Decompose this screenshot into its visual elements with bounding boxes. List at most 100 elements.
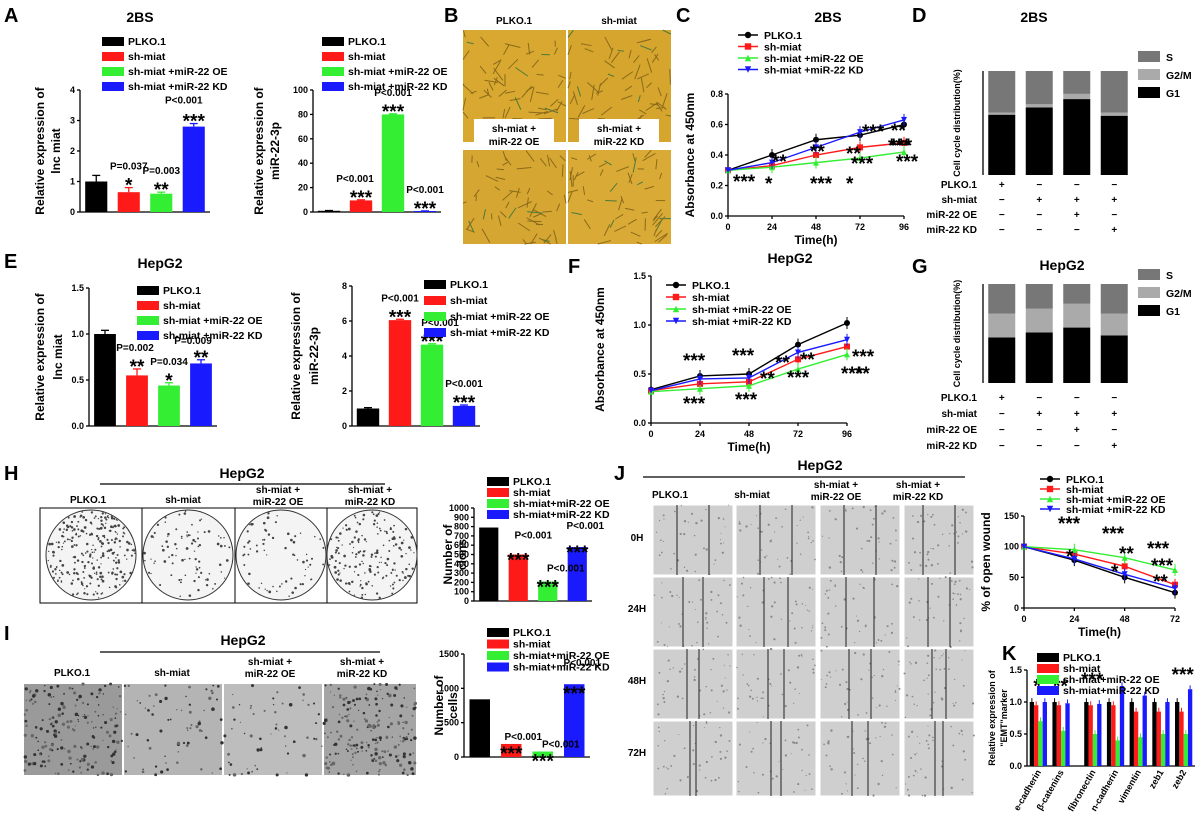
cell-speck [830, 768, 833, 771]
invading-cell [401, 740, 405, 743]
invading-cell [317, 713, 320, 716]
invading-cell [86, 703, 89, 706]
colony-dot [57, 541, 60, 544]
colony-dot [98, 527, 101, 530]
invading-cell [238, 704, 241, 706]
invading-cell [352, 744, 356, 747]
legend-swatch [1138, 287, 1160, 298]
cell-stroke [636, 241, 642, 245]
y-axis-label: lnc miat [49, 128, 63, 173]
cell-speck [934, 649, 937, 652]
significance-stars: *** [414, 199, 437, 220]
y-axis-label: lnc miat [51, 334, 65, 379]
colony-dot [271, 536, 275, 540]
y-axis-label: Cell cycle distribution(%) [952, 280, 962, 388]
y-tick-label: 1.5 [71, 283, 84, 293]
colony-dot [186, 531, 189, 533]
invading-cell [364, 719, 369, 723]
cell-speck [860, 678, 863, 681]
colony-dot [90, 548, 93, 551]
invading-cell [357, 750, 359, 753]
colony-dot [353, 514, 356, 517]
colony-dot [294, 535, 297, 538]
cell-speck [942, 653, 945, 655]
colony-dot [195, 566, 197, 568]
invading-cell [352, 763, 354, 766]
colony-dot [57, 579, 59, 582]
invading-cell [240, 772, 244, 776]
cell-speck [666, 645, 669, 647]
cell-stroke [468, 220, 475, 233]
p-value: P<0.001 [445, 379, 483, 390]
colony-dot [266, 554, 268, 556]
cell-speck [894, 529, 897, 532]
invading-cell [164, 755, 166, 757]
colony-dot [116, 554, 119, 557]
cell-stroke [639, 114, 643, 120]
y-tick-label: 4 [342, 351, 347, 361]
cell-stroke [646, 82, 652, 89]
invading-cell [195, 725, 199, 729]
colony-dot [79, 535, 82, 537]
panel-h-plates: HepG2 PLKO.1 sh-miat sh-miat + miR-22 OE… [39, 465, 418, 604]
colony-dot [351, 540, 354, 544]
colony-dot [174, 543, 177, 546]
colony-dot [337, 569, 340, 572]
invading-cell [355, 743, 359, 747]
invading-cell [203, 709, 206, 712]
significance-stars: *** [1081, 670, 1104, 691]
cell-speck [679, 532, 682, 536]
colony-dot [335, 549, 338, 552]
cell-speck [699, 769, 701, 771]
cell-speck [950, 786, 953, 790]
colony-dot [334, 571, 338, 574]
condition-sign: − [999, 441, 1005, 452]
cell-speck [932, 547, 935, 550]
colony-dot [284, 580, 288, 583]
cell-speck [680, 504, 682, 507]
colony-dot [398, 536, 401, 539]
colony-dot [79, 514, 83, 518]
colony-dot [75, 532, 78, 535]
cell-speck [943, 667, 946, 670]
legend-swatch [1037, 675, 1059, 684]
p-value: P<0.001 [336, 174, 374, 185]
colony-dot [77, 573, 79, 576]
colony-dot [349, 583, 351, 586]
invading-cell [333, 694, 336, 696]
cell-speck [884, 722, 887, 725]
colony-dot [292, 553, 295, 556]
bar [1138, 737, 1143, 766]
colony-dot [364, 593, 367, 596]
colony-dot [348, 590, 351, 593]
y-tick-label: 0 [303, 207, 308, 217]
colony-dot [371, 511, 374, 514]
bar [452, 405, 476, 426]
cell-stroke [527, 220, 542, 223]
marker-square [844, 343, 850, 350]
colony-dot [154, 560, 156, 563]
invading-cell [35, 736, 38, 739]
colony-dot [117, 559, 120, 562]
invading-cell [186, 727, 189, 729]
cell-stroke [480, 36, 490, 47]
invading-cell [367, 746, 370, 749]
cell-speck [709, 573, 711, 575]
invading-cell [67, 769, 70, 771]
invading-cell [400, 704, 404, 708]
bar [1056, 705, 1062, 766]
y-tick-label: 0.0 [71, 421, 84, 431]
invading-cell [413, 701, 418, 705]
cell-stroke [524, 241, 536, 245]
invading-cell [176, 761, 179, 764]
y-tick-label: 0 [70, 207, 75, 217]
colony-dot [220, 571, 223, 573]
y-tick-label: 0.0 [633, 418, 646, 428]
cell-stroke [529, 87, 535, 103]
invading-cell [86, 742, 90, 746]
invading-cell [44, 765, 47, 768]
cell-speck [760, 697, 763, 700]
invading-cell [102, 693, 104, 695]
cell-speck [710, 668, 712, 671]
cell-stroke [654, 54, 660, 61]
